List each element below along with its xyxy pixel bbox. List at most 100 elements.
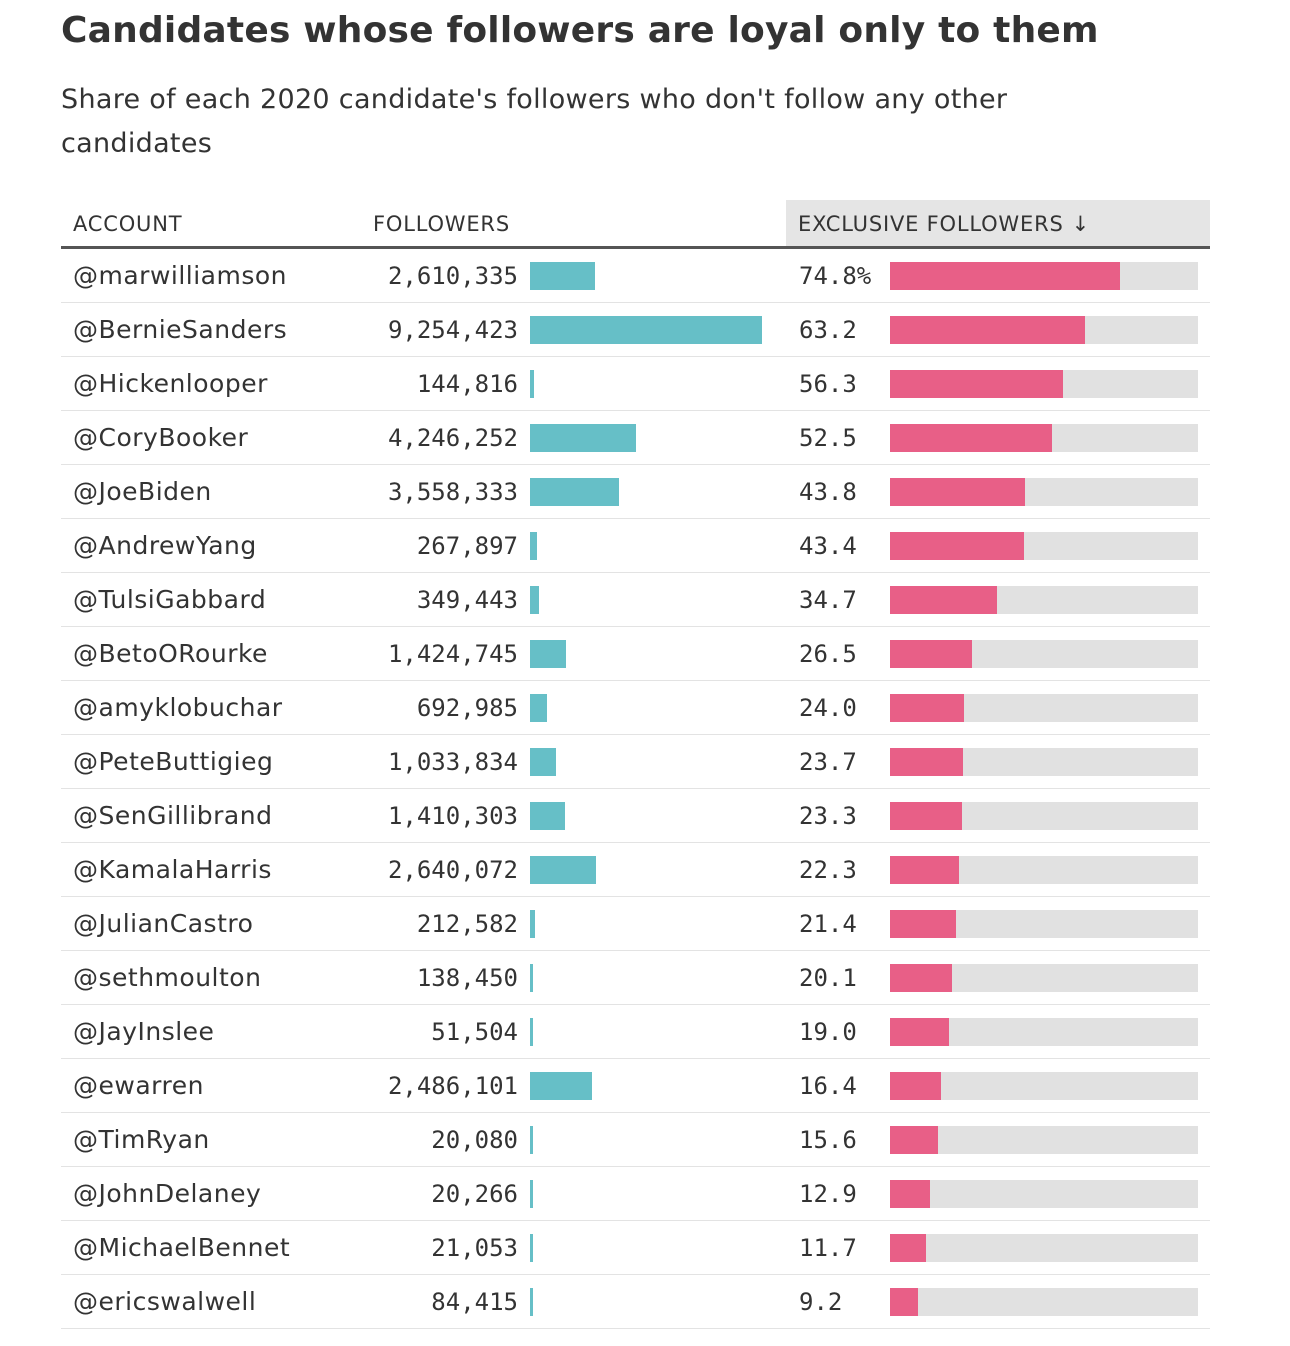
followers-count: 1,033,834 (387, 748, 518, 776)
exclusive-followers-track (890, 316, 1198, 344)
followers-bar (530, 1234, 533, 1262)
column-header-exclusive-followers[interactable]: EXCLUSIVE FOLLOWERS ↓ (786, 200, 1210, 246)
account-handle[interactable]: @ewarren (73, 1071, 204, 1100)
account-handle[interactable]: @CoryBooker (73, 423, 249, 452)
exclusive-followers-track (890, 1126, 1198, 1154)
exclusive-followers-track (890, 370, 1198, 398)
followers-count: 2,640,072 (387, 856, 518, 884)
followers-count: 138,450 (416, 964, 518, 992)
exclusive-followers-value: 23.7 (799, 748, 857, 776)
account-handle[interactable]: @AndrewYang (73, 531, 257, 560)
account-handle[interactable]: @KamalaHarris (73, 855, 272, 884)
exclusive-followers-bar (890, 802, 962, 830)
table-row: @JulianCastro 212,582 21.4 (61, 897, 1210, 951)
account-handle[interactable]: @JayInslee (73, 1017, 215, 1046)
exclusive-followers-track (890, 532, 1198, 560)
followers-bar (530, 316, 762, 344)
table-row: @ewarren 2,486,101 16.4 (61, 1059, 1210, 1113)
exclusive-followers-bar (890, 1126, 939, 1154)
table-row: @BernieSanders 9,254,423 63.2 (61, 303, 1210, 357)
exclusive-followers-value: 11.7 (799, 1234, 857, 1262)
exclusive-followers-value: 24.0 (799, 694, 857, 722)
exclusive-followers-value: 22.3 (799, 856, 857, 884)
exclusive-followers-value: 16.4 (799, 1072, 857, 1100)
exclusive-followers-bar (890, 1072, 941, 1100)
table-header: ACCOUNT FOLLOWERS EXCLUSIVE FOLLOWERS ↓ (61, 200, 1210, 249)
table-row: @JohnDelaney 20,266 12.9 (61, 1167, 1210, 1221)
followers-bar (530, 1072, 593, 1100)
exclusive-followers-bar (890, 1180, 930, 1208)
account-handle[interactable]: @JoeBiden (73, 477, 212, 506)
exclusive-followers-track (890, 1234, 1198, 1262)
account-handle[interactable]: @JulianCastro (73, 909, 254, 938)
followers-count: 1,424,745 (387, 640, 518, 668)
account-handle[interactable]: @PeteButtigieg (73, 747, 274, 776)
account-handle[interactable]: @SenGillibrand (73, 801, 273, 830)
followers-count: 3,558,333 (387, 478, 518, 506)
table-row: @SenGillibrand 1,410,303 23.3 (61, 789, 1210, 843)
account-handle[interactable]: @sethmoulton (73, 963, 262, 992)
exclusive-followers-bar (890, 694, 964, 722)
table-row: @PeteButtigieg 1,033,834 23.7 (61, 735, 1210, 789)
table-row: @MichaelBennet 21,053 11.7 (61, 1221, 1210, 1275)
followers-bar (530, 532, 537, 560)
exclusive-followers-track (890, 856, 1198, 884)
followers-bar (530, 1126, 533, 1154)
sort-descending-icon: ↓ (1071, 212, 1090, 236)
followers-count: 144,816 (416, 370, 518, 398)
followers-bar (530, 424, 637, 452)
followers-bar (530, 964, 534, 992)
account-handle[interactable]: @Hickenlooper (73, 369, 268, 398)
table-row: @JayInslee 51,504 19.0 (61, 1005, 1210, 1059)
account-handle[interactable]: @amyklobuchar (73, 693, 283, 722)
exclusive-followers-bar (890, 910, 956, 938)
exclusive-followers-bar (890, 424, 1052, 452)
followers-count: 267,897 (416, 532, 518, 560)
account-handle[interactable]: @TulsiGabbard (73, 585, 267, 614)
table-row: @amyklobuchar 692,985 24.0 (61, 681, 1210, 735)
exclusive-followers-bar (890, 856, 959, 884)
account-handle[interactable]: @TimRyan (73, 1125, 210, 1154)
column-header-account[interactable]: ACCOUNT (73, 212, 183, 236)
exclusive-followers-bar (890, 370, 1064, 398)
exclusive-followers-value: 43.4 (799, 532, 857, 560)
exclusive-followers-track (890, 694, 1198, 722)
followers-count: 20,266 (431, 1180, 518, 1208)
followers-bar (530, 748, 556, 776)
exclusive-followers-track (890, 1288, 1198, 1316)
account-handle[interactable]: @ericswalwell (73, 1287, 257, 1316)
exclusive-followers-track (890, 262, 1198, 290)
followers-bar (530, 262, 596, 290)
column-header-followers[interactable]: FOLLOWERS (373, 212, 510, 236)
exclusive-followers-bar (890, 478, 1025, 506)
exclusive-followers-bar (890, 1234, 927, 1262)
table-row: @CoryBooker 4,246,252 52.5 (61, 411, 1210, 465)
exclusive-followers-value: 63.2 (799, 316, 857, 344)
exclusive-followers-bar (890, 748, 963, 776)
followers-count: 4,246,252 (387, 424, 518, 452)
exclusive-followers-value: 26.5 (799, 640, 857, 668)
column-header-exclusive-label: EXCLUSIVE FOLLOWERS (798, 212, 1064, 236)
data-table: ACCOUNT FOLLOWERS EXCLUSIVE FOLLOWERS ↓ @… (61, 200, 1210, 1329)
followers-count: 692,985 (416, 694, 518, 722)
account-handle[interactable]: @BetoORourke (73, 639, 268, 668)
exclusive-followers-value: 56.3 (799, 370, 857, 398)
followers-count: 1,410,303 (387, 802, 518, 830)
account-handle[interactable]: @BernieSanders (73, 315, 288, 344)
account-handle[interactable]: @MichaelBennet (73, 1233, 291, 1262)
account-handle[interactable]: @marwilliamson (73, 261, 288, 290)
followers-bar (530, 586, 539, 614)
followers-count: 2,486,101 (387, 1072, 518, 1100)
followers-bar (530, 640, 566, 668)
followers-bar (530, 694, 548, 722)
exclusive-followers-track (890, 424, 1198, 452)
exclusive-followers-track (890, 640, 1198, 668)
table-row: @Hickenlooper 144,816 56.3 (61, 357, 1210, 411)
followers-count: 20,080 (431, 1126, 518, 1154)
exclusive-followers-value: 19.0 (799, 1018, 857, 1046)
table-row: @ericswalwell 84,415 9.2 (61, 1275, 1210, 1329)
followers-bar (530, 1180, 533, 1208)
account-handle[interactable]: @JohnDelaney (73, 1179, 262, 1208)
exclusive-followers-bar (890, 1288, 919, 1316)
exclusive-followers-value: 43.8 (799, 478, 857, 506)
